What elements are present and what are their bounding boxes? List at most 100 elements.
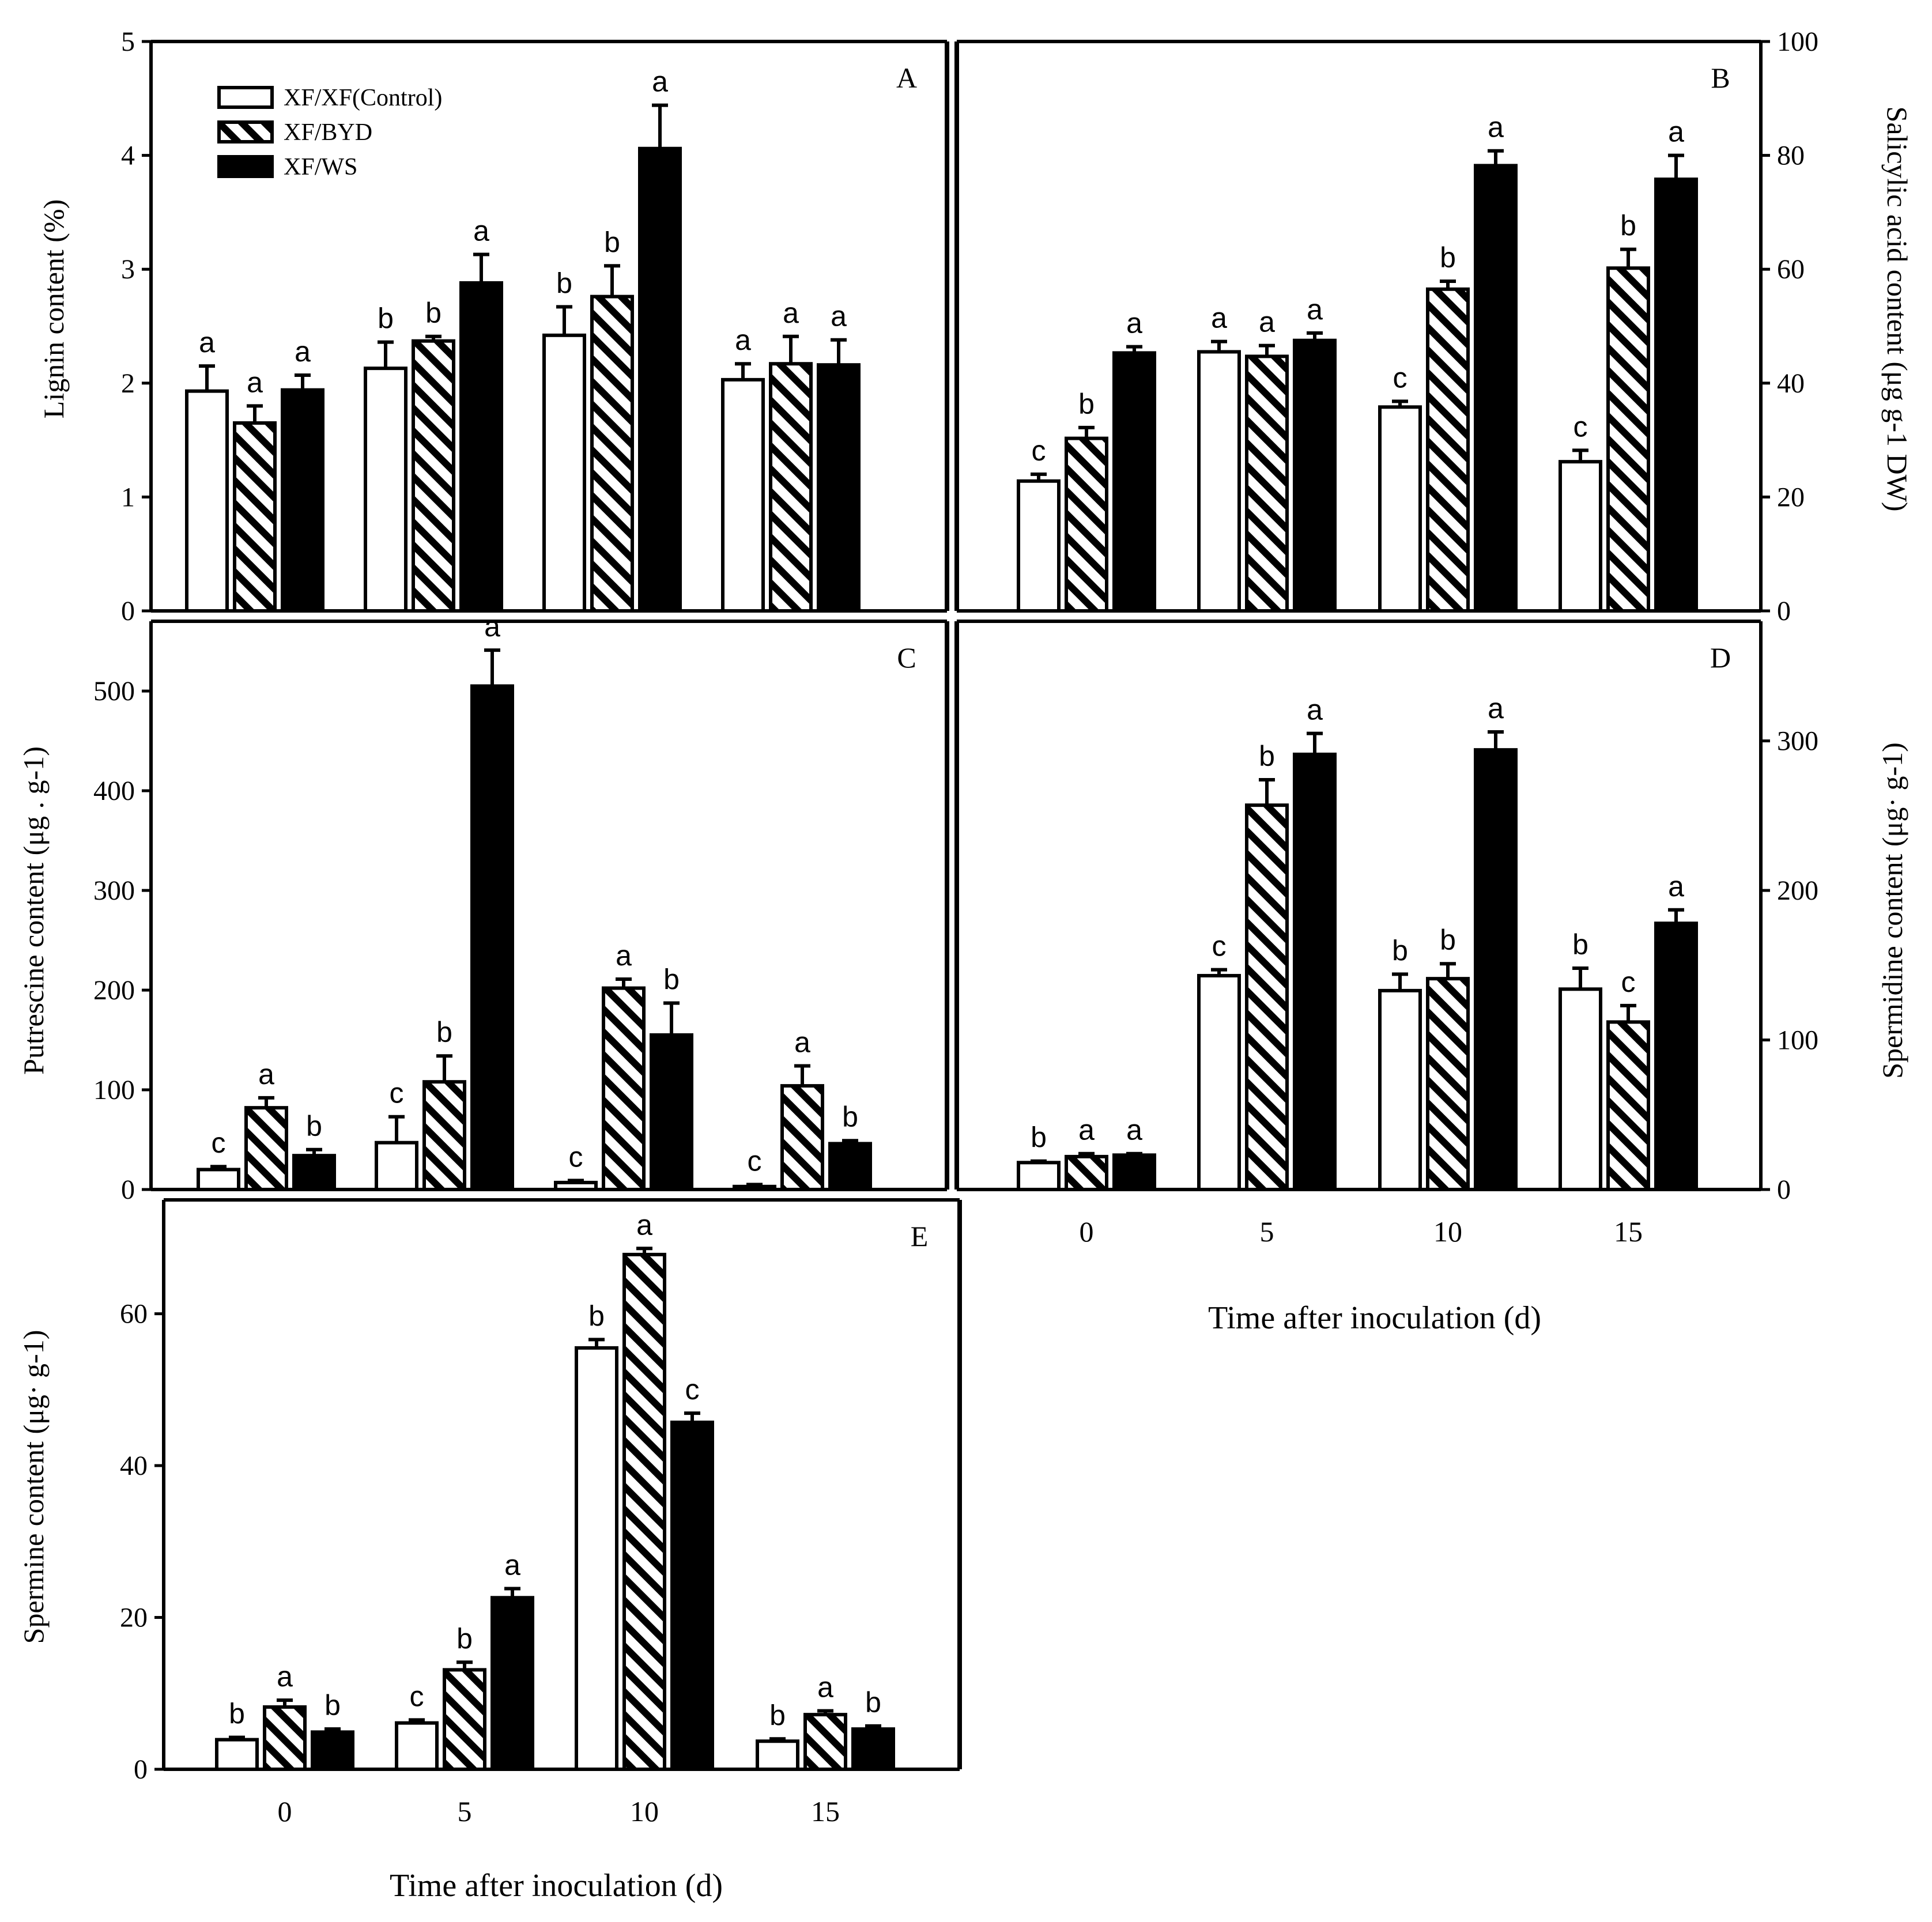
sig-letter-b-1-1: a [1259, 306, 1275, 338]
bar-d-3-2 [1654, 922, 1698, 1191]
sig-letter-a-1-1: b [425, 297, 442, 329]
y-tick-label-c-4: 400 [93, 776, 135, 806]
sig-letter-a-1-0: b [378, 303, 394, 335]
sig-letter-a-0-1: a [247, 366, 263, 398]
y-tick-label-b-4: 80 [1777, 141, 1805, 171]
sig-letter-e-3-0: b [769, 1699, 786, 1731]
bar-d-3-1 [1606, 1020, 1650, 1192]
sig-letter-e-0-1: a [277, 1660, 293, 1693]
sig-letter-e-1-0: c [410, 1680, 424, 1712]
sig-letter-d-3-1: c [1621, 966, 1636, 998]
bar-b-1-2 [1293, 338, 1337, 613]
sig-letter-a-2-1: b [604, 226, 620, 258]
legend-label-ws: XF/WS [284, 154, 357, 180]
bar-b-1-1 [1245, 354, 1289, 613]
bar-a-0-2 [281, 388, 324, 613]
bar-b-2-2 [1474, 164, 1518, 613]
bar-e-1-0 [395, 1721, 439, 1771]
x-tick-label-e-2: 10 [630, 1795, 659, 1827]
sig-letter-e-0-0: b [229, 1698, 245, 1730]
bar-e-0-1 [263, 1705, 307, 1772]
legend-swatch-control [217, 86, 274, 109]
ylabel-e: Spermine content (μg· g-1) [17, 1330, 50, 1644]
bar-c-2-1 [602, 986, 646, 1191]
bar-c-0-0 [197, 1168, 240, 1192]
bar-e-1-2 [490, 1596, 534, 1772]
sig-letter-e-2-2: c [685, 1373, 700, 1406]
bar-a-3-0 [721, 377, 765, 613]
bar-e-3-2 [851, 1727, 895, 1772]
y-tick-label-e-3: 60 [120, 1299, 148, 1330]
y-tick-label-a-4: 4 [121, 141, 135, 171]
sig-letter-c-0-1: a [258, 1058, 274, 1090]
sig-letter-c-1-1: b [436, 1016, 452, 1048]
bar-d-1-1 [1245, 803, 1289, 1191]
sig-letter-b-3-1: b [1620, 210, 1636, 242]
legend-swatch-byd [217, 120, 274, 144]
bar-c-3-1 [780, 1084, 824, 1192]
y-tick-label-c-0: 0 [121, 1175, 135, 1205]
x-tick-label-e-0: 0 [278, 1795, 292, 1827]
xlabel-d: Time after inoculation (d) [1208, 1300, 1541, 1336]
sig-letter-c-2-2: b [663, 964, 680, 996]
bar-a-2-0 [542, 333, 586, 613]
y-tick-label-e-2: 40 [120, 1451, 148, 1481]
bar-a-3-2 [817, 363, 861, 613]
y-tick-label-a-5: 5 [121, 27, 135, 57]
y-tick-label-c-1: 100 [93, 1075, 135, 1105]
sig-letter-c-0-0: c [212, 1127, 226, 1159]
sig-letter-a-0-0: a [199, 326, 215, 358]
legend-swatch-ws [217, 155, 274, 178]
sig-letter-d-2-1: b [1440, 924, 1456, 956]
sig-letter-b-1-2: a [1307, 293, 1323, 326]
sig-letter-b-3-2: a [1668, 116, 1684, 148]
sig-letter-d-1-2: a [1307, 694, 1323, 726]
bar-c-1-1 [422, 1080, 466, 1192]
sig-letter-e-1-1: b [456, 1622, 473, 1655]
sig-letter-d-2-0: b [1392, 934, 1408, 966]
bar-b-0-2 [1112, 351, 1156, 613]
bar-c-0-1 [244, 1106, 288, 1192]
bar-b-3-2 [1654, 178, 1698, 613]
y-tick-label-a-2: 2 [121, 368, 135, 399]
sig-letter-a-3-2: a [831, 300, 847, 333]
panel-label-b: B [1711, 62, 1730, 94]
legend-label-control: XF/XF(Control) [284, 85, 442, 111]
bar-e-2-1 [622, 1252, 666, 1771]
sig-letter-d-1-1: b [1259, 740, 1275, 772]
x-tick-label-d-2: 10 [1433, 1215, 1462, 1248]
y-tick-label-a-3: 3 [121, 254, 135, 285]
bar-c-3-0 [733, 1184, 776, 1192]
bar-a-3-1 [769, 362, 813, 613]
bar-c-1-0 [375, 1141, 418, 1191]
sig-letter-e-2-0: b [588, 1300, 605, 1332]
sig-letter-b-2-0: c [1393, 361, 1408, 394]
sig-letter-b-1-0: a [1211, 302, 1227, 334]
sig-letter-c-3-0: c [748, 1145, 762, 1177]
y-tick-label-e-1: 20 [120, 1603, 148, 1633]
y-tick-label-a-0: 0 [121, 596, 135, 626]
bar-e-3-0 [756, 1739, 799, 1771]
x-tick-label-d-3: 15 [1614, 1215, 1643, 1248]
sig-letter-e-1-2: a [504, 1549, 520, 1581]
y-tick-label-d-1: 100 [1777, 1025, 1818, 1056]
bar-e-0-0 [215, 1738, 259, 1772]
y-tick-label-c-3: 300 [93, 875, 135, 906]
panel-label-d: D [1710, 641, 1731, 674]
ylabel-c: Putrescine content (μg . g-1) [17, 746, 50, 1075]
panel-label-e: E [911, 1220, 929, 1252]
legend-label-byd: XF/BYD [284, 119, 372, 146]
sig-letter-c-0-2: b [306, 1110, 322, 1142]
y-tick-label-b-3: 60 [1777, 254, 1805, 285]
sig-letter-a-2-0: b [556, 267, 572, 299]
ylabel-b: Salicylic acid content (μg g-1 DW) [1881, 107, 1914, 512]
sig-letter-d-0-0: b [1031, 1122, 1047, 1154]
bar-b-3-0 [1559, 460, 1602, 613]
sig-letter-d-0-2: a [1126, 1114, 1142, 1146]
x-tick-label-e-3: 15 [811, 1795, 840, 1827]
y-tick-label-b-1: 20 [1777, 482, 1805, 512]
bar-b-2-0 [1378, 405, 1422, 613]
